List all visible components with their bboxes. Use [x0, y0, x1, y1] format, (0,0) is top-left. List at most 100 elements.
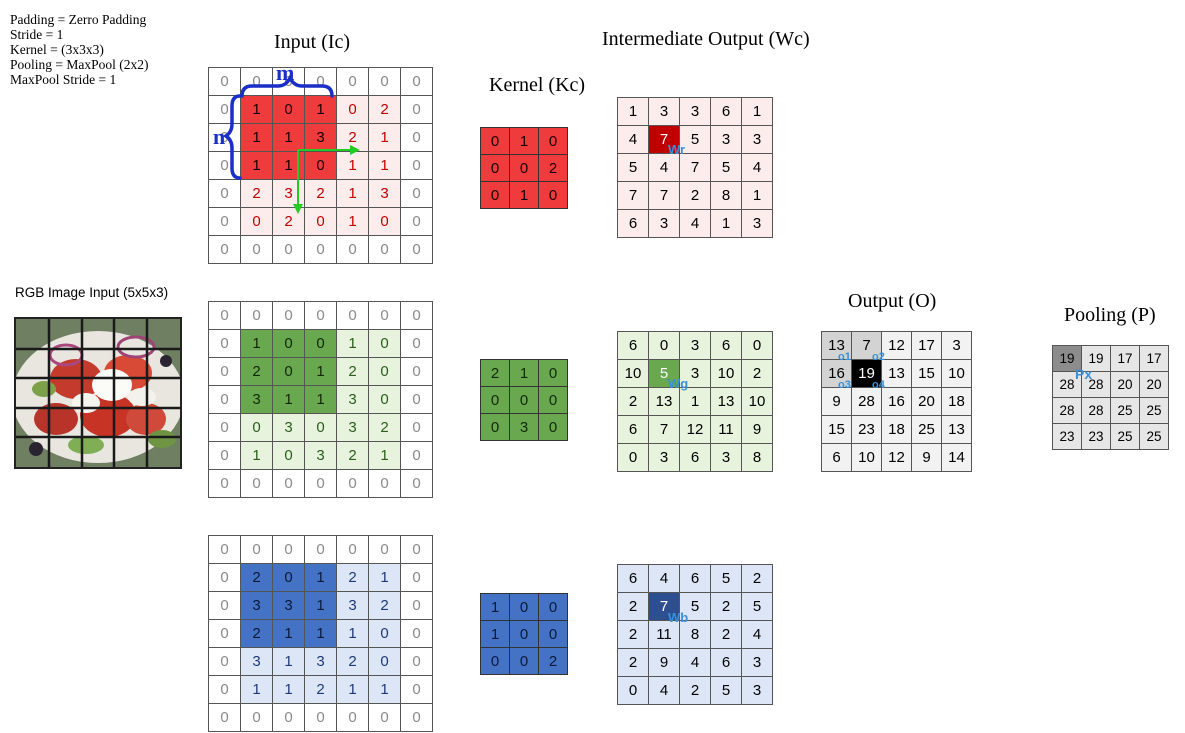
input-cell: 0 [400, 675, 433, 704]
input-cell: 1 [336, 329, 369, 358]
kernel-cell: 0 [509, 154, 539, 182]
input-cell: 1 [368, 675, 401, 704]
input-cell: 1 [336, 619, 369, 648]
input-cell: 0 [400, 591, 433, 620]
input-cell: 0 [240, 301, 273, 330]
kernel-cell: 3 [509, 413, 539, 441]
intermediate-cell: 3 [710, 443, 742, 472]
input-cell: 1 [240, 675, 273, 704]
input-cell: 0 [368, 235, 401, 264]
pooling-cell: 25 [1139, 397, 1169, 424]
kernel-cell: 2 [538, 647, 568, 675]
output-cell: 3 [941, 331, 972, 360]
param-kernel: Kernel = (3x3x3) [10, 42, 104, 57]
input-cell: 3 [368, 179, 401, 208]
input-cell: 0 [400, 385, 433, 414]
intermediate-cell: 4 [648, 153, 680, 182]
input-cell: 0 [400, 357, 433, 386]
wr-label: Wr [668, 142, 686, 157]
output-cell: 18 [881, 415, 912, 444]
o1-label: o1 [838, 351, 851, 363]
kernel-cell: 0 [509, 620, 539, 648]
pooling-cell: 23 [1052, 423, 1082, 450]
intermediate-cell: 5 [710, 676, 742, 705]
input-cell: 2 [368, 413, 401, 442]
output-cell: 10 [851, 443, 882, 472]
input-cell: 0 [368, 469, 401, 498]
input-cell: 0 [208, 441, 241, 470]
pooling-cell: 19 [1052, 345, 1082, 372]
kernel-cell: 0 [509, 647, 539, 675]
input-cell: 3 [272, 413, 305, 442]
input-cell: 0 [272, 441, 305, 470]
input-cell: 1 [240, 441, 273, 470]
input-cell: 0 [336, 703, 369, 732]
input-cell: 0 [240, 703, 273, 732]
input-cell: 2 [304, 675, 337, 704]
n-label: n [213, 124, 226, 149]
output-cell: 19 [851, 359, 882, 388]
intermediate-cell: 3 [648, 209, 680, 238]
kernel-cell: 0 [538, 413, 568, 441]
input-cell: 2 [336, 357, 369, 386]
input-cell: 0 [272, 357, 305, 386]
intermediate-cell: 4 [679, 209, 711, 238]
input-cell: 0 [400, 469, 433, 498]
intermediate-cell: 3 [679, 97, 711, 126]
input-cell: 0 [336, 469, 369, 498]
input-cell: 1 [304, 563, 337, 592]
input-cell: 0 [400, 619, 433, 648]
output-row: 9 28 16 20 18 [821, 387, 972, 416]
intermediate-cell: 2 [617, 620, 649, 649]
output-cell: 17 [911, 331, 942, 360]
input-title: Input (Ic) [274, 31, 351, 53]
output-cell: 16 [821, 359, 852, 388]
intermediate-cell: 7 [648, 415, 680, 444]
input-cell: 1 [240, 329, 273, 358]
input-cell: 3 [304, 441, 337, 470]
input-cell: 0 [240, 67, 273, 96]
output-cell: 7 [851, 331, 882, 360]
input-cell: 1 [272, 675, 305, 704]
input-cell: 2 [336, 441, 369, 470]
wb-label: Wb [668, 610, 689, 625]
input-cell: 0 [368, 301, 401, 330]
input-cell: 0 [368, 385, 401, 414]
kernel-cell: 0 [509, 386, 539, 414]
output-cell: 25 [911, 415, 942, 444]
input-cell: 0 [400, 563, 433, 592]
output-cell: 28 [851, 387, 882, 416]
input-cell: 0 [304, 207, 337, 236]
output-cell: 6 [821, 443, 852, 472]
input-cell: 0 [400, 67, 433, 96]
input-cell: 0 [304, 469, 337, 498]
input-cell: 0 [336, 95, 369, 124]
kernel-cell: 0 [509, 593, 539, 621]
output-cell: 18 [941, 387, 972, 416]
annotation-overlay [222, 74, 360, 214]
input-cell: 0 [208, 123, 241, 152]
intermediate-cell: 3 [741, 125, 773, 154]
intermediate-cell: 0 [617, 676, 649, 705]
input-cell: 0 [400, 329, 433, 358]
